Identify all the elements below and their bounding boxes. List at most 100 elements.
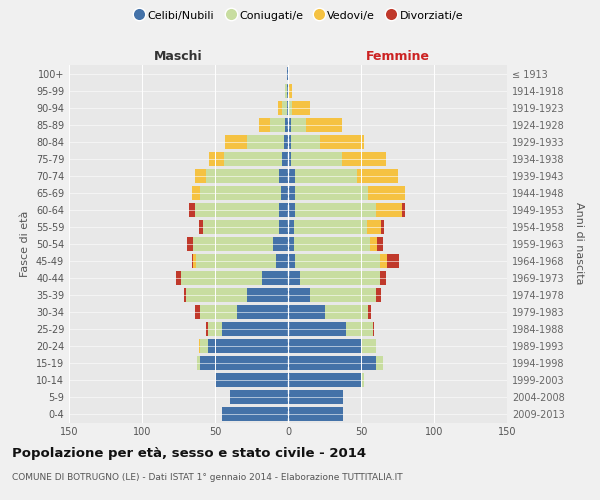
Bar — [288, 390, 343, 404]
Bar — [288, 373, 364, 387]
Bar — [200, 305, 288, 319]
Bar — [191, 254, 288, 268]
Bar — [247, 288, 288, 302]
Bar — [197, 356, 288, 370]
Bar — [288, 84, 289, 98]
Bar — [288, 66, 289, 80]
Bar — [288, 134, 291, 148]
Bar — [288, 100, 310, 114]
Bar — [288, 186, 405, 200]
Bar — [288, 373, 364, 387]
Bar — [287, 84, 288, 98]
Bar — [215, 373, 288, 387]
Bar — [288, 339, 376, 353]
Bar — [200, 339, 288, 353]
Bar — [176, 271, 288, 285]
Bar — [200, 305, 288, 319]
Bar — [288, 305, 368, 319]
Bar — [288, 390, 343, 404]
Bar — [223, 407, 288, 421]
Text: Popolazione per età, sesso e stato civile - 2014: Popolazione per età, sesso e stato civil… — [12, 448, 366, 460]
Bar — [225, 134, 288, 148]
Bar — [288, 339, 361, 353]
Bar — [230, 390, 288, 404]
Text: Maschi: Maschi — [154, 50, 203, 62]
Bar — [288, 186, 405, 200]
Bar — [288, 254, 380, 268]
Bar — [288, 152, 386, 166]
Bar — [288, 356, 383, 370]
Bar — [288, 84, 289, 98]
Bar — [223, 407, 288, 421]
Bar — [288, 356, 376, 370]
Bar — [288, 100, 292, 114]
Bar — [281, 186, 288, 200]
Bar — [288, 186, 368, 200]
Bar — [285, 84, 288, 98]
Bar — [288, 100, 289, 114]
Bar — [287, 66, 288, 80]
Bar — [288, 202, 376, 216]
Bar — [288, 373, 364, 387]
Bar — [288, 237, 383, 250]
Bar — [287, 100, 288, 114]
Bar — [288, 254, 399, 268]
Bar — [288, 407, 343, 421]
Bar — [262, 271, 288, 285]
Bar — [288, 288, 382, 302]
Bar — [288, 322, 373, 336]
Bar — [187, 237, 288, 250]
Bar — [189, 202, 288, 216]
Bar — [237, 305, 288, 319]
Bar — [206, 168, 288, 182]
Bar — [288, 322, 346, 336]
Bar — [282, 152, 288, 166]
Bar — [282, 100, 288, 114]
Bar — [193, 237, 288, 250]
Bar — [203, 220, 288, 234]
Bar — [288, 186, 295, 200]
Bar — [288, 202, 402, 216]
Bar — [288, 152, 342, 166]
Bar — [288, 66, 289, 80]
Bar — [223, 322, 288, 336]
Bar — [288, 390, 343, 404]
Bar — [230, 390, 288, 404]
Bar — [288, 152, 291, 166]
Bar — [186, 288, 288, 302]
Bar — [194, 168, 288, 182]
Bar — [288, 168, 398, 182]
Bar — [271, 118, 288, 132]
Bar — [209, 152, 288, 166]
Bar — [186, 288, 288, 302]
Bar — [199, 220, 288, 234]
Bar — [278, 100, 288, 114]
Bar — [230, 390, 288, 404]
Bar — [288, 134, 320, 148]
Bar — [288, 220, 385, 234]
Bar — [181, 271, 288, 285]
Bar — [288, 339, 376, 353]
Bar — [197, 356, 288, 370]
Bar — [288, 84, 292, 98]
Bar — [285, 84, 288, 98]
Bar — [288, 237, 294, 250]
Bar — [288, 288, 310, 302]
Bar — [285, 118, 288, 132]
Bar — [288, 305, 368, 319]
Bar — [199, 339, 288, 353]
Bar — [278, 100, 288, 114]
Bar — [288, 254, 387, 268]
Bar — [288, 271, 380, 285]
Bar — [225, 134, 288, 148]
Bar — [288, 202, 405, 216]
Bar — [288, 66, 289, 80]
Bar — [288, 118, 342, 132]
Bar — [287, 66, 288, 80]
Bar — [279, 220, 288, 234]
Text: COMUNE DI BOTRUGNO (LE) - Dati ISTAT 1° gennaio 2014 - Elaborazione TUTTITALIA.I: COMUNE DI BOTRUGNO (LE) - Dati ISTAT 1° … — [12, 472, 403, 482]
Bar — [203, 220, 288, 234]
Bar — [277, 254, 288, 268]
Bar — [288, 237, 370, 250]
Bar — [215, 373, 288, 387]
